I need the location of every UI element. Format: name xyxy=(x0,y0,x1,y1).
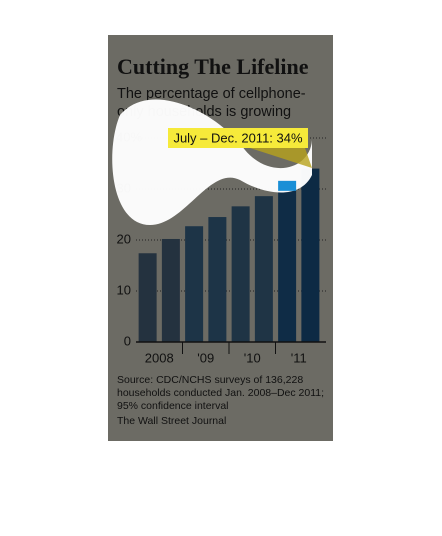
bar xyxy=(231,206,250,342)
chart-title: Cutting The Lifeline xyxy=(117,54,309,79)
annotation-pointer xyxy=(250,148,312,168)
bar xyxy=(301,168,320,342)
x-tick-label: '09 xyxy=(197,350,214,365)
highlight-bar-top xyxy=(278,180,297,191)
source: households conducted Jan. 2008–Dec 2011; xyxy=(117,387,324,399)
x-tick-label: '10 xyxy=(244,350,261,365)
annotation-bg xyxy=(168,128,308,148)
source: 95% confidence interval xyxy=(117,400,229,412)
x-tick-label: '11 xyxy=(291,350,307,365)
source: Source: CDC/NCHS surveys of 136,228 xyxy=(117,374,303,386)
bar xyxy=(254,196,273,342)
annotation: July – Dec. 2011: 34% xyxy=(173,130,303,145)
y-tick-label: 0 xyxy=(124,333,131,348)
overlay-blob xyxy=(112,99,312,225)
bar xyxy=(185,226,204,342)
bar xyxy=(138,253,157,342)
credit: The Wall Street Journal xyxy=(117,415,226,427)
x-tick-label: 2008 xyxy=(145,350,174,365)
bar xyxy=(278,180,297,342)
bar xyxy=(208,217,227,342)
y-tick-label: 20 xyxy=(117,231,131,246)
bar xyxy=(161,238,180,342)
y-tick-label: 10 xyxy=(117,282,131,297)
subtitle: The percentage of cellphone- xyxy=(117,86,306,102)
